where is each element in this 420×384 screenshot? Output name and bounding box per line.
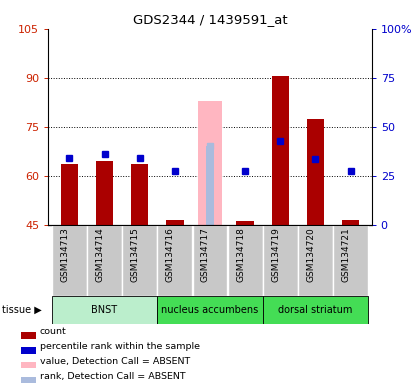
Bar	[21, 362, 36, 368]
FancyBboxPatch shape	[52, 296, 157, 324]
Bar	[307, 119, 324, 225]
Text: count: count	[40, 328, 67, 336]
Bar	[271, 76, 289, 225]
Text: GSM134716: GSM134716	[166, 227, 175, 281]
FancyBboxPatch shape	[298, 225, 333, 296]
Text: value, Detection Call = ABSENT: value, Detection Call = ABSENT	[40, 357, 190, 366]
Text: GSM134720: GSM134720	[307, 227, 315, 281]
Bar	[21, 332, 36, 339]
Bar	[166, 220, 184, 225]
FancyBboxPatch shape	[263, 296, 368, 324]
FancyBboxPatch shape	[52, 225, 87, 296]
Text: tissue ▶: tissue ▶	[2, 305, 42, 315]
FancyBboxPatch shape	[333, 225, 368, 296]
Text: GSM134713: GSM134713	[60, 227, 69, 281]
Text: dorsal striatum: dorsal striatum	[278, 305, 353, 315]
Text: GSM134718: GSM134718	[236, 227, 245, 281]
Bar	[21, 377, 36, 383]
Bar	[96, 161, 113, 225]
Text: percentile rank within the sample: percentile rank within the sample	[40, 342, 200, 351]
Text: GSM134717: GSM134717	[201, 227, 210, 281]
Text: rank, Detection Call = ABSENT: rank, Detection Call = ABSENT	[40, 372, 186, 381]
FancyBboxPatch shape	[158, 225, 192, 296]
Text: nucleus accumbens: nucleus accumbens	[161, 305, 259, 315]
Bar	[60, 164, 78, 225]
FancyBboxPatch shape	[228, 225, 262, 296]
Bar	[131, 164, 149, 225]
FancyBboxPatch shape	[158, 296, 262, 324]
Bar	[206, 146, 214, 225]
FancyBboxPatch shape	[193, 225, 227, 296]
FancyBboxPatch shape	[87, 225, 122, 296]
Text: GDS2344 / 1439591_at: GDS2344 / 1439591_at	[133, 13, 287, 26]
Text: GSM134714: GSM134714	[95, 227, 105, 281]
Bar	[198, 101, 222, 225]
Bar	[21, 347, 36, 354]
Text: BNST: BNST	[92, 305, 118, 315]
Bar	[342, 220, 360, 225]
Text: GSM134719: GSM134719	[271, 227, 280, 281]
Text: GSM134715: GSM134715	[131, 227, 140, 281]
FancyBboxPatch shape	[263, 225, 298, 296]
Bar	[236, 221, 254, 225]
Text: GSM134721: GSM134721	[341, 227, 351, 281]
FancyBboxPatch shape	[122, 225, 157, 296]
